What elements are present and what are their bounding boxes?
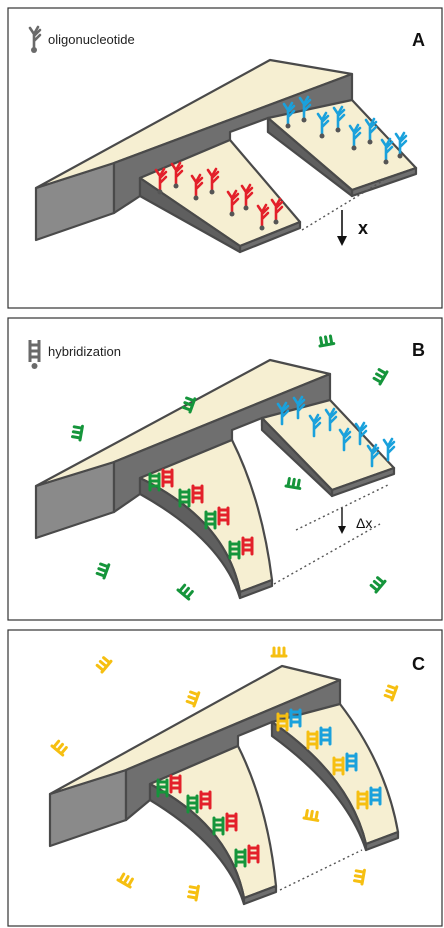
displacement-label-a: x bbox=[358, 218, 368, 238]
attachment-dots-red-a bbox=[157, 183, 279, 231]
reference-line-b-lower bbox=[273, 523, 381, 585]
oligonucleotide-icon bbox=[28, 25, 42, 53]
legend-label-a: oligonucleotide bbox=[48, 32, 135, 47]
reference-line-c bbox=[279, 849, 363, 891]
panel-letter-a: A bbox=[412, 30, 425, 50]
panel-c: C bbox=[7, 629, 443, 927]
cantilever-structure-b bbox=[34, 358, 396, 600]
displacement-label-b: Δx bbox=[356, 515, 372, 531]
hybridization-icon bbox=[28, 340, 41, 369]
attachment-dots-blue-a bbox=[285, 117, 403, 165]
legend-label-b: hybridization bbox=[48, 344, 121, 359]
panel-letter-b: B bbox=[412, 340, 425, 360]
panel-b: hybridization B bbox=[7, 317, 443, 621]
displacement-arrow-a bbox=[337, 210, 347, 246]
cantilever-structure-a bbox=[34, 58, 418, 254]
displacement-arrow-b bbox=[338, 508, 346, 534]
panel-a: oligonucleotide A bbox=[7, 7, 443, 309]
panel-letter-c: C bbox=[412, 654, 425, 674]
reference-line-a bbox=[301, 179, 385, 231]
